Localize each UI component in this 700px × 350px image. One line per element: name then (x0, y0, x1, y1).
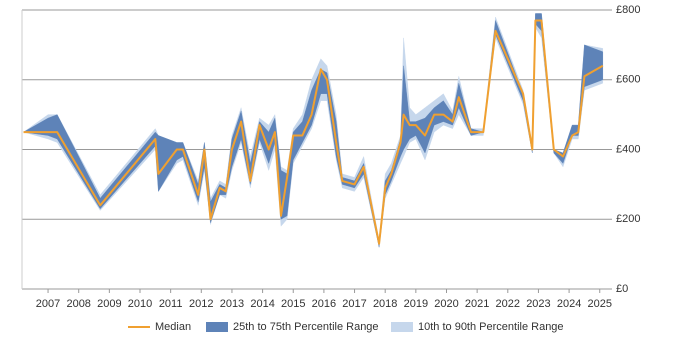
y-tick-label: £200 (616, 213, 640, 225)
x-tick-label: 2022 (496, 298, 520, 310)
x-tick-label: 2012 (189, 298, 213, 310)
y-tick-label: £0 (616, 283, 628, 295)
x-tick-label: 2021 (465, 298, 489, 310)
x-tick-label: 2020 (434, 298, 458, 310)
x-tick-label: 2017 (342, 298, 366, 310)
x-tick-label: 2016 (312, 298, 336, 310)
x-tick-label: 2010 (128, 298, 152, 310)
x-tick-label: 2014 (250, 298, 274, 310)
x-tick-label: 2015 (281, 298, 305, 310)
x-tick-label: 2018 (373, 298, 397, 310)
x-tick-label: 2025 (587, 298, 611, 310)
x-tick-label: 2008 (66, 298, 90, 310)
y-tick-label: £800 (616, 4, 640, 16)
x-tick-label: 2019 (404, 298, 428, 310)
legend-label: 25th to 75th Percentile Range (233, 321, 379, 333)
x-tick-label: 2007 (36, 298, 60, 310)
x-tick-label: 2009 (97, 298, 121, 310)
x-tick-label: 2013 (220, 298, 244, 310)
x-tick-label: 2011 (159, 298, 183, 310)
x-tick-label: 2024 (557, 298, 581, 310)
y-tick-label: £600 (616, 74, 640, 86)
legend-label: Median (155, 321, 191, 333)
x-tick-label: 2023 (526, 298, 550, 310)
legend-label: 10th to 90th Percentile Range (418, 321, 564, 333)
y-tick-label: £400 (616, 143, 640, 155)
median-line (23, 19, 604, 245)
legend-swatch (206, 322, 228, 332)
percentile-band (22, 13, 604, 248)
percentile-band (22, 13, 604, 248)
legend-swatch (391, 322, 413, 332)
